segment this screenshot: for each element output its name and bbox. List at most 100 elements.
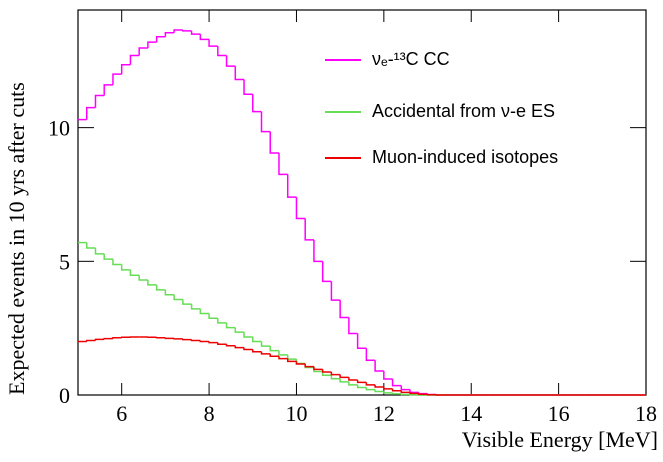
plot-frame [77,9,647,396]
histogram-bin [182,30,192,32]
histogram-bin [234,345,245,349]
histogram-bin [391,378,402,387]
histogram-bin [330,375,341,380]
histogram-bin [304,218,314,241]
histogram-bin [85,106,96,120]
y-tick-label: 10 [48,116,70,141]
histogram-bin [400,390,411,394]
histogram-bin [155,337,166,339]
histogram-bin [260,111,271,133]
histogram-bin [208,313,218,320]
histogram-bin [199,340,210,343]
histogram-bin [217,46,227,57]
histogram-bin [278,350,288,356]
histogram-bin [321,261,332,283]
histogram-bin [252,349,262,353]
histogram-bin [234,66,245,81]
histogram-bin [138,47,148,56]
histogram-bin [356,333,367,349]
histogram-bin [260,351,271,355]
histogram-bin [304,363,314,368]
histogram-bin [190,304,201,310]
histogram-bin [374,384,384,388]
histogram-bin [225,344,236,347]
histogram-bin [356,384,367,389]
histogram-bin [182,299,192,305]
histogram-bin [225,322,236,329]
histogram-bin [190,339,201,342]
histogram-bin [313,366,323,371]
histogram-bin [155,284,166,291]
x-tick-label: 10 [285,401,307,426]
histogram-bin [348,377,358,381]
histogram-bin [339,374,349,379]
histogram-bin [348,381,358,386]
histogram-bin [208,341,218,344]
histogram-bin [269,346,279,352]
histogram-bin [321,369,332,373]
x-tick-label: 14 [460,401,482,426]
histogram-bin [94,94,105,108]
histogram-bin [383,391,393,394]
histogram-bin [112,73,122,85]
histogram-bin [278,153,288,176]
x-tick-label: 18 [635,401,657,426]
histogram-bin [173,338,183,340]
histogram-bin [217,342,227,345]
histogram-bin [120,336,131,338]
histogram-bin [365,348,376,361]
histogram-bin [295,197,306,220]
histogram-bin [269,131,279,154]
histogram-bin [155,35,166,43]
histogram-bin [383,386,393,390]
histogram-bin [94,247,105,255]
histogram-bin [217,318,227,324]
histogram-bin [365,387,376,391]
histogram-bin [164,289,175,296]
y-axis-title: Expected events in 10 yrs after cuts [4,82,29,395]
histogram-bin [94,338,105,341]
histogram-bin [383,370,393,380]
histogram-bin [286,354,297,360]
legend-label: νₑ-¹³C CC [372,49,450,69]
legend-label: Accidental from ν-e ES [372,101,555,121]
histogram-bin [374,360,384,372]
histogram-bin [120,64,131,75]
x-tick-label: 12 [373,401,395,426]
histogram-bin [339,300,349,319]
histogram-bin [400,393,411,396]
x-axis-title: Visible Energy [MeV] [462,427,658,452]
histogram-bin [85,339,96,342]
histogram-bin [243,347,253,351]
histogram-bin [374,389,384,393]
histogram-bin [85,242,96,249]
histogram-bin [339,378,349,383]
histogram-bin [295,361,306,365]
histogram-bin [103,84,113,96]
histogram-bin [147,280,157,286]
histogram-bin [199,308,210,315]
histogram-bin [286,358,297,363]
histogram-bin [243,79,253,95]
histogram-bin [391,388,402,392]
histogram-bin [182,338,192,341]
histogram-bin [164,337,175,340]
x-tick-label: 8 [204,401,215,426]
histogram-bin [330,281,341,301]
histogram-bin [295,359,306,365]
histogram-bin [243,332,253,338]
histogram-bin [252,336,262,343]
y-tick-label: 0 [59,383,70,408]
x-tick-label: 6 [116,401,127,426]
histogram-bin [356,380,367,384]
legend-label: Muon-induced isotopes [372,147,558,167]
histogram-bin [173,294,183,301]
histogram-bin [129,54,140,65]
histogram-bin [103,253,113,260]
histogram-bin [138,275,148,281]
histogram-bin [313,239,323,263]
histogram-bin [409,389,419,394]
histogram-bin [330,372,341,376]
histogram-bin [278,356,288,360]
